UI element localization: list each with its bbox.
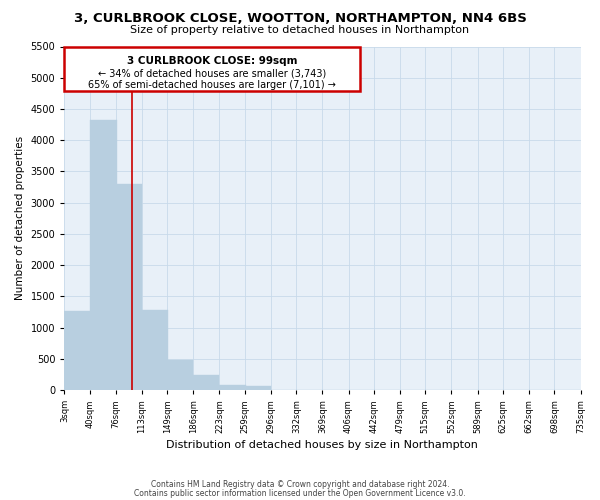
Text: Contains HM Land Registry data © Crown copyright and database right 2024.: Contains HM Land Registry data © Crown c… — [151, 480, 449, 489]
Text: 3, CURLBROOK CLOSE, WOOTTON, NORTHAMPTON, NN4 6BS: 3, CURLBROOK CLOSE, WOOTTON, NORTHAMPTON… — [74, 12, 526, 26]
Bar — [116, 184, 142, 390]
Text: 65% of semi-detached houses are larger (7,101) →: 65% of semi-detached houses are larger (… — [88, 80, 337, 90]
FancyBboxPatch shape — [64, 46, 361, 92]
Text: 3 CURLBROOK CLOSE: 99sqm: 3 CURLBROOK CLOSE: 99sqm — [127, 56, 298, 66]
Text: Contains public sector information licensed under the Open Government Licence v3: Contains public sector information licen… — [134, 489, 466, 498]
Y-axis label: Number of detached properties: Number of detached properties — [15, 136, 25, 300]
Text: ← 34% of detached houses are smaller (3,743): ← 34% of detached houses are smaller (3,… — [98, 69, 326, 79]
Bar — [220, 385, 245, 390]
Bar — [91, 120, 116, 390]
Text: Size of property relative to detached houses in Northampton: Size of property relative to detached ho… — [130, 25, 470, 35]
Bar — [193, 375, 220, 390]
Bar — [245, 386, 271, 390]
Bar — [64, 311, 91, 390]
Bar — [142, 310, 168, 390]
Bar — [167, 360, 193, 390]
X-axis label: Distribution of detached houses by size in Northampton: Distribution of detached houses by size … — [166, 440, 478, 450]
